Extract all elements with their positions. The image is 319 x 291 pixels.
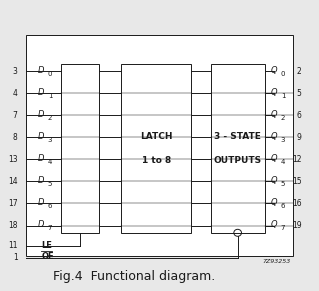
- Text: 1 to 8: 1 to 8: [142, 156, 171, 164]
- Text: 4: 4: [281, 159, 285, 165]
- Text: 0: 0: [48, 71, 52, 77]
- Text: 3: 3: [48, 137, 52, 143]
- Text: 16: 16: [292, 199, 301, 208]
- Text: D: D: [38, 110, 45, 119]
- Text: 4: 4: [13, 89, 18, 98]
- Text: Q: Q: [271, 88, 278, 97]
- Text: Q: Q: [271, 220, 278, 229]
- Text: 6: 6: [297, 111, 301, 120]
- Text: 7: 7: [48, 225, 52, 231]
- Text: 3: 3: [281, 137, 285, 143]
- Text: 5: 5: [297, 89, 301, 98]
- Bar: [211, 64, 265, 233]
- Text: 4: 4: [48, 159, 52, 165]
- Text: 6: 6: [281, 203, 285, 209]
- Text: 2: 2: [48, 115, 52, 121]
- Text: OE: OE: [41, 252, 54, 260]
- Text: D: D: [38, 132, 45, 141]
- Text: Q: Q: [271, 198, 278, 207]
- Text: Q: Q: [271, 176, 278, 185]
- Text: 0: 0: [281, 71, 285, 77]
- Text: 1: 1: [48, 93, 52, 99]
- Bar: [61, 64, 99, 233]
- Text: LE: LE: [41, 242, 52, 250]
- Text: D: D: [38, 220, 45, 229]
- Text: 9: 9: [297, 133, 301, 142]
- Text: D: D: [38, 66, 45, 75]
- Text: 7Z93253: 7Z93253: [262, 259, 290, 264]
- Text: 1: 1: [13, 253, 18, 262]
- Bar: [121, 64, 191, 233]
- Bar: [26, 35, 293, 256]
- Text: 12: 12: [292, 155, 301, 164]
- Text: 2: 2: [281, 115, 285, 121]
- Text: 5: 5: [281, 181, 285, 187]
- Text: 17: 17: [8, 199, 18, 208]
- Text: 11: 11: [8, 242, 18, 250]
- Text: 8: 8: [13, 133, 18, 142]
- Text: 14: 14: [8, 177, 18, 186]
- Text: D: D: [38, 154, 45, 163]
- Text: LATCH: LATCH: [140, 132, 173, 141]
- Text: Q: Q: [271, 154, 278, 163]
- Text: Q: Q: [271, 110, 278, 119]
- Text: Fig.4  Functional diagram.: Fig.4 Functional diagram.: [53, 270, 215, 283]
- Text: 7: 7: [281, 225, 285, 231]
- Text: D: D: [38, 88, 45, 97]
- Text: 3 - STATE: 3 - STATE: [214, 132, 261, 141]
- Text: 13: 13: [8, 155, 18, 164]
- Text: D: D: [38, 198, 45, 207]
- Text: 6: 6: [48, 203, 52, 209]
- Text: 15: 15: [292, 177, 301, 186]
- Text: 19: 19: [292, 221, 301, 230]
- Text: 5: 5: [48, 181, 52, 187]
- Text: 18: 18: [8, 221, 18, 230]
- Text: OUTPUTS: OUTPUTS: [214, 156, 262, 164]
- Text: 2: 2: [297, 67, 301, 76]
- Text: 7: 7: [13, 111, 18, 120]
- Text: Q: Q: [271, 132, 278, 141]
- Text: D: D: [38, 176, 45, 185]
- Text: 3: 3: [13, 67, 18, 76]
- Text: 1: 1: [281, 93, 285, 99]
- Text: Q: Q: [271, 66, 278, 75]
